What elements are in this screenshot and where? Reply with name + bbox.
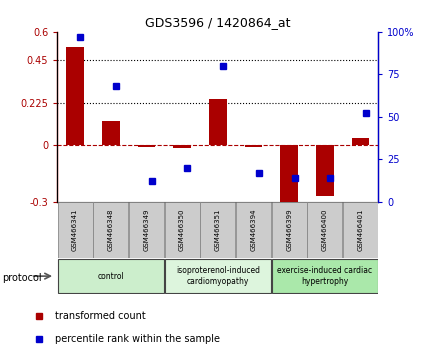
- Text: GSM466401: GSM466401: [358, 209, 363, 251]
- Bar: [316, 145, 334, 196]
- Text: control: control: [97, 272, 124, 281]
- Bar: [271, 202, 307, 258]
- Bar: [352, 138, 370, 145]
- Text: isoproterenol-induced
cardiomyopathy: isoproterenol-induced cardiomyopathy: [176, 267, 260, 286]
- Text: GSM466348: GSM466348: [108, 209, 114, 251]
- Text: GSM466394: GSM466394: [250, 209, 257, 251]
- Bar: [102, 121, 120, 145]
- Bar: [343, 202, 378, 258]
- Bar: [209, 99, 227, 145]
- Bar: [165, 202, 200, 258]
- Text: GSM466350: GSM466350: [179, 209, 185, 251]
- Bar: [165, 259, 271, 293]
- Bar: [271, 259, 378, 293]
- Text: GSM466399: GSM466399: [286, 209, 292, 251]
- Bar: [66, 47, 84, 145]
- Title: GDS3596 / 1420864_at: GDS3596 / 1420864_at: [145, 16, 290, 29]
- Bar: [280, 145, 298, 213]
- Bar: [236, 202, 271, 258]
- Text: transformed count: transformed count: [55, 311, 145, 321]
- Bar: [200, 202, 235, 258]
- Bar: [308, 202, 342, 258]
- Text: GSM466351: GSM466351: [215, 209, 221, 251]
- Text: GSM466341: GSM466341: [72, 209, 78, 251]
- Text: GSM466400: GSM466400: [322, 209, 328, 251]
- Text: GSM466349: GSM466349: [143, 209, 150, 251]
- Bar: [138, 145, 155, 147]
- Text: percentile rank within the sample: percentile rank within the sample: [55, 334, 220, 344]
- Bar: [58, 202, 92, 258]
- Text: protocol: protocol: [2, 273, 42, 283]
- Bar: [173, 145, 191, 148]
- Bar: [245, 145, 262, 147]
- Bar: [93, 202, 128, 258]
- Text: exercise-induced cardiac
hypertrophy: exercise-induced cardiac hypertrophy: [277, 267, 372, 286]
- Bar: [129, 202, 164, 258]
- Bar: [58, 259, 164, 293]
